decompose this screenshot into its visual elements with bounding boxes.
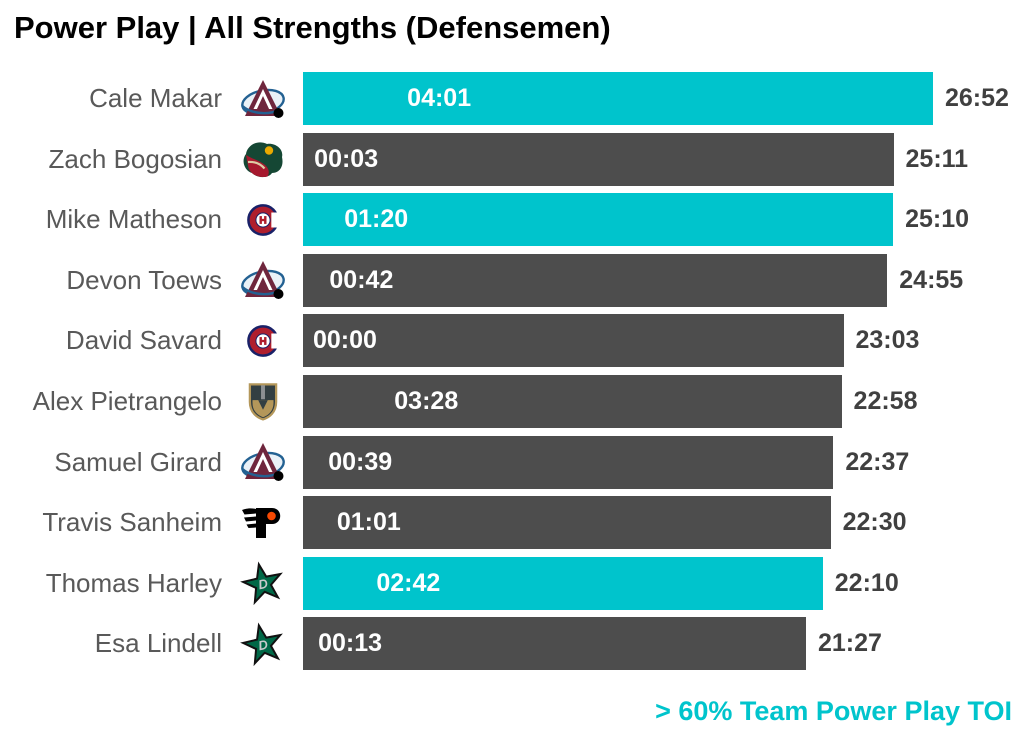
colorado-avalanche-logo — [240, 443, 285, 482]
player-name: David Savard — [65, 325, 222, 356]
bar-track: 00:39 22:37 — [303, 435, 1024, 489]
table-row: Esa Lindell D 00:13 21:27 — [0, 617, 1024, 671]
colorado-avalanche-logo — [240, 261, 285, 300]
player-name: Alex Pietrangelo — [32, 385, 222, 416]
bar-track: 02:42 22:10 — [303, 556, 1024, 610]
player-name: Cale Makar — [89, 83, 222, 113]
table-row: Thomas Harley D 02:42 22:10 — [0, 556, 1024, 610]
player-name: Devon Toews — [66, 264, 222, 295]
toi-bar: 01:20 — [303, 193, 894, 247]
dallas-stars-logo: D — [239, 561, 283, 606]
toi-bar: 03:28 — [303, 374, 842, 428]
colorado-avalanche-logo — [240, 79, 285, 118]
toi-value: 22:58 — [853, 386, 918, 415]
table-row: Zach Bogosian 00:03 25:11 — [0, 132, 1024, 186]
toi-value: 23:03 — [855, 326, 920, 355]
team-logo: D — [222, 617, 303, 670]
team-logo — [222, 72, 303, 125]
pp-toi-label: 00:42 — [329, 265, 394, 294]
table-row: David Savard 00:00 23:03 — [0, 314, 1024, 368]
highlight-legend: > 60% Team Power Play TOI — [655, 696, 1012, 726]
pp-toi-label: 00:00 — [313, 326, 377, 355]
dallas-stars-logo: D — [239, 622, 283, 666]
team-logo — [222, 133, 303, 186]
montreal-canadiens-logo — [246, 325, 283, 357]
toi-bar-chart: Cale Makar 04:01 26:52 Zach Bogosian — [0, 72, 1024, 678]
toi-value: 24:55 — [899, 265, 964, 294]
bar-track: 00:13 21:27 — [303, 617, 1024, 671]
montreal-canadiens-logo — [246, 203, 283, 236]
pp-toi-label: 03:28 — [394, 386, 459, 415]
player-name: Zach Bogosian — [48, 143, 222, 174]
team-logo — [222, 375, 303, 428]
pp-toi-label: 00:13 — [318, 629, 383, 658]
toi-bar: 00:39 — [303, 435, 834, 489]
pp-toi-label: 01:01 — [336, 508, 401, 537]
toi-bar: 00:03 — [303, 132, 894, 186]
player-name: Thomas Harley — [45, 567, 222, 598]
bar-track: 00:03 25:11 — [303, 132, 1024, 186]
bar-track: 03:28 22:58 — [303, 374, 1024, 428]
table-row: Mike Matheson 01:20 25:10 — [0, 193, 1024, 247]
player-name: Samuel Girard — [54, 446, 222, 477]
minnesota-wild-logo — [243, 142, 283, 178]
team-logo — [222, 496, 303, 549]
bar-track: 01:20 25:10 — [303, 193, 1024, 247]
vegas-golden-knights-logo — [248, 383, 277, 422]
table-row: Samuel Girard 00:39 22:37 — [0, 435, 1024, 489]
toi-value: 25:11 — [905, 144, 969, 173]
toi-value: 21:27 — [817, 629, 882, 658]
toi-value: 22:30 — [842, 508, 907, 537]
toi-bar: 02:42 — [303, 556, 823, 610]
philadelphia-flyers-logo — [241, 507, 280, 538]
page-title: Power Play | All Strengths (Defensemen) — [14, 10, 611, 45]
toi-value: 25:10 — [905, 205, 970, 234]
table-row: Travis Sanheim 01:01 22:30 — [0, 496, 1024, 550]
toi-value: 26:52 — [945, 84, 1009, 112]
player-name: Esa Lindell — [94, 628, 222, 659]
table-row: Alex Pietrangelo 03:28 22:58 — [0, 374, 1024, 428]
pp-toi-label: 00:39 — [328, 447, 393, 476]
toi-bar: 00:13 — [303, 617, 806, 671]
team-logo — [222, 436, 303, 489]
toi-bar: 04:01 — [303, 72, 933, 125]
bar-track: 01:01 22:30 — [303, 496, 1024, 550]
team-logo — [222, 314, 303, 367]
toi-bar: 01:01 — [303, 496, 831, 550]
svg-text:D: D — [256, 576, 269, 593]
pp-toi-label: 02:42 — [376, 568, 441, 597]
toi-bar: 00:00 — [303, 314, 844, 368]
bar-track: 04:01 26:52 — [303, 72, 1024, 125]
svg-text:D: D — [256, 636, 269, 653]
bar-track: 00:42 24:55 — [303, 253, 1024, 307]
table-row: Devon Toews 00:42 24:55 — [0, 253, 1024, 307]
team-logo — [222, 254, 303, 307]
pp-toi-label: 01:20 — [344, 205, 409, 234]
table-row: Cale Makar 04:01 26:52 — [0, 72, 1024, 125]
toi-value: 22:10 — [834, 568, 899, 597]
bar-track: 00:00 23:03 — [303, 314, 1024, 368]
pp-toi-label: 00:03 — [314, 144, 379, 173]
player-name: Travis Sanheim — [42, 507, 222, 538]
player-name: Mike Matheson — [45, 204, 222, 235]
pp-toi-label: 04:01 — [407, 84, 472, 112]
toi-bar: 00:42 — [303, 253, 888, 307]
team-logo — [222, 193, 303, 246]
team-logo: D — [222, 557, 303, 610]
toi-value: 22:37 — [845, 447, 910, 476]
